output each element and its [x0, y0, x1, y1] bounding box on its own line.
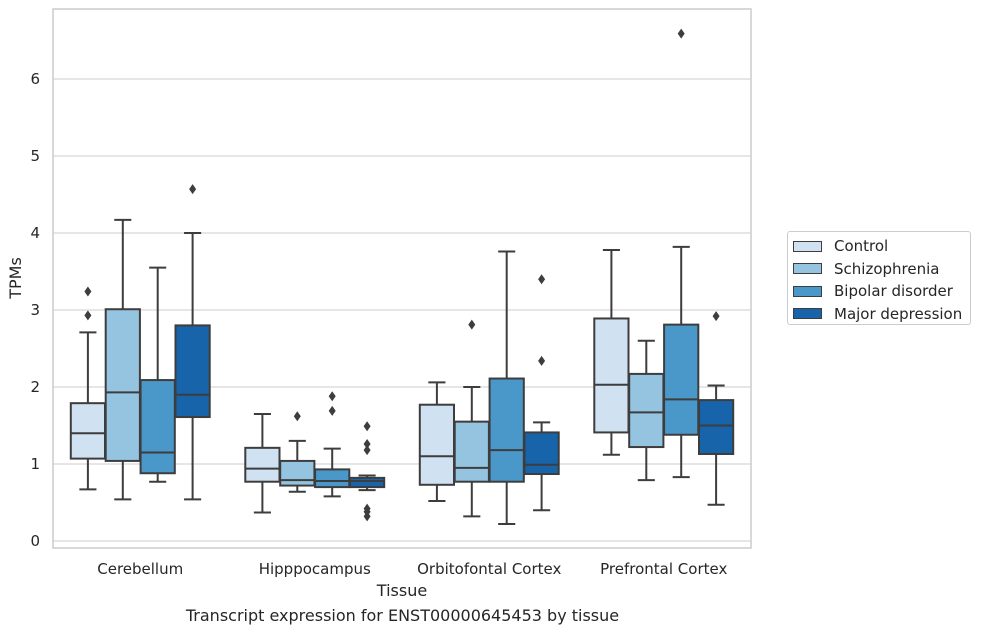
y-tick-label: 0	[30, 532, 40, 550]
plot-frame	[52, 8, 752, 549]
box-schizophrenia	[628, 339, 665, 482]
y-tick-label: 2	[30, 378, 40, 396]
x-tick-label: Cerebellum	[97, 560, 183, 578]
x-tick-label: Prefrontal Cortex	[600, 560, 727, 578]
box-bipolar-disorder	[663, 28, 700, 479]
box-major-depression	[697, 311, 735, 506]
legend-label: Schizophrenia	[834, 259, 940, 278]
box-plot-series	[69, 28, 735, 526]
legend-swatch	[793, 263, 822, 274]
box-iqr	[139, 379, 176, 475]
outlier-point	[293, 411, 301, 422]
box-schizophrenia	[104, 218, 141, 501]
box-bipolar-disorder	[314, 391, 351, 498]
y-tick-label: 1	[30, 455, 40, 473]
box-iqr	[628, 372, 665, 449]
chart-caption: Transcript expression for ENST0000064545…	[185, 606, 620, 625]
box-control	[593, 248, 630, 456]
box-iqr	[279, 459, 316, 487]
outlier-point	[538, 355, 546, 366]
x-tick-label: Hipppocampus	[259, 560, 371, 578]
outlier-point	[712, 311, 720, 322]
box-iqr	[314, 468, 351, 489]
box-iqr	[488, 377, 525, 483]
box-iqr	[104, 308, 141, 462]
outlier-point	[84, 286, 92, 297]
x-tick-label: Orbitofontal Cortex	[417, 560, 561, 578]
outlier-point	[84, 310, 92, 321]
legend: Control Schizophrenia Bipolar disorder Majo…	[787, 231, 971, 325]
legend-swatch	[793, 285, 822, 297]
outlier-point	[677, 28, 685, 39]
outlier-point	[189, 184, 197, 195]
box-major-depression	[523, 274, 560, 512]
box-iqr	[523, 431, 560, 476]
box-control	[69, 286, 107, 491]
box-bipolar-disorder	[488, 250, 525, 526]
outlier-point	[538, 274, 546, 285]
box-schizophrenia	[453, 319, 490, 518]
outlier-point	[363, 503, 371, 514]
box-major-depression	[348, 421, 386, 522]
outlier-point	[363, 421, 371, 432]
y-tick-label: 4	[30, 224, 40, 242]
legend-item: Bipolar disorder	[793, 281, 953, 301]
box-iqr	[697, 399, 735, 455]
y-tick-label: 6	[30, 70, 40, 88]
box-iqr	[348, 476, 386, 489]
box-iqr	[593, 317, 630, 434]
box-iqr	[69, 402, 107, 460]
x-axis-ticks: Cerebellum Hipppocampus Orbitofontal Corte…	[97, 560, 727, 578]
box-iqr	[453, 420, 490, 483]
legend-label: Major depression	[834, 304, 963, 323]
box-iqr	[244, 446, 281, 483]
legend-item: Control	[793, 236, 888, 256]
box-iqr	[174, 324, 211, 419]
legend-item: Major depression	[793, 304, 962, 324]
legend-item: Schizophrenia	[793, 259, 939, 279]
legend-swatch	[793, 308, 822, 319]
box-bipolar-disorder	[139, 266, 176, 483]
box-iqr	[663, 323, 700, 436]
y-axis-title: TPMs	[6, 257, 25, 300]
legend-swatch	[793, 240, 822, 252]
outlier-point	[363, 438, 371, 449]
y-tick-label: 5	[30, 147, 40, 165]
box-control	[244, 412, 281, 514]
outlier-point	[328, 391, 336, 402]
outlier-point	[328, 405, 336, 416]
outlier-point	[468, 319, 476, 330]
y-tick-label: 3	[30, 301, 40, 319]
x-axis-title: Tissue	[376, 581, 427, 600]
legend-label: Control	[834, 237, 889, 255]
box-control	[418, 381, 456, 502]
box-major-depression	[174, 184, 211, 501]
y-axis-ticks: 0 1 2 3 4 5 6	[30, 70, 40, 550]
box-iqr	[418, 403, 456, 486]
legend-label: Bipolar disorder	[834, 282, 953, 300]
outlier-point	[363, 445, 371, 456]
box-schizophrenia	[279, 411, 316, 493]
